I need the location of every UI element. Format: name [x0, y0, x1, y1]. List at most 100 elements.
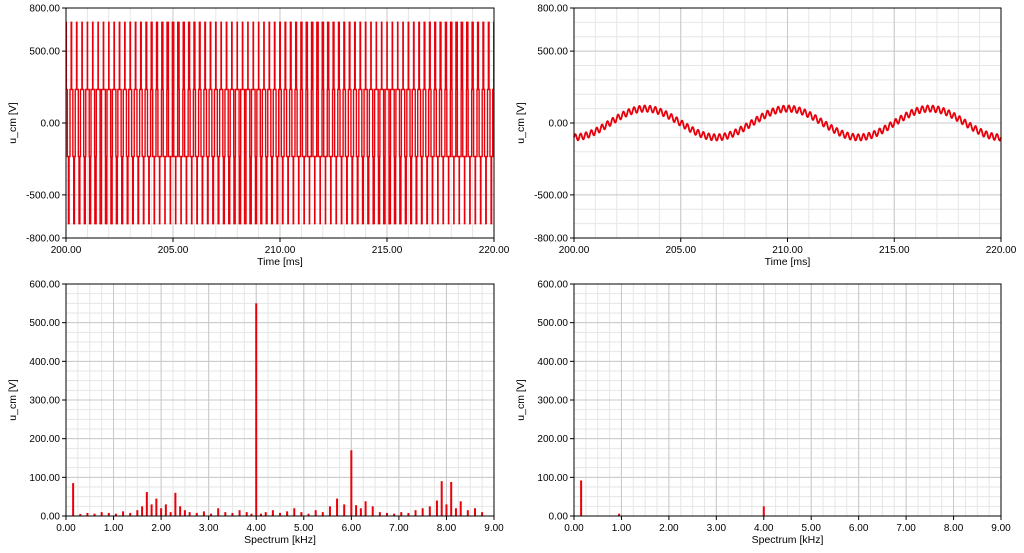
- spectrum-bar: [445, 504, 448, 516]
- spectrum-bar: [188, 512, 191, 516]
- y-tick-label: 600.00: [537, 280, 568, 291]
- spectrum-bar: [217, 508, 220, 516]
- spectrum-bar: [136, 510, 139, 516]
- spectrum-bar: [160, 508, 163, 516]
- spectrum-bar: [450, 481, 453, 516]
- spectrum-bar: [224, 512, 227, 516]
- y-tick-label: 800.00: [29, 4, 60, 15]
- spectrum-bar: [364, 501, 367, 516]
- spectrum-bar: [195, 512, 198, 516]
- series-line: [65, 21, 495, 225]
- spectrum-bar: [414, 510, 417, 516]
- x-tick-label: 9.00: [484, 523, 504, 534]
- y-tick-label: -800.00: [534, 234, 568, 245]
- spectrum-bar: [328, 506, 331, 516]
- y-tick-label: 800.00: [537, 4, 568, 15]
- x-axis-label: Time [ms]: [765, 256, 811, 268]
- spectrum-bar: [440, 481, 443, 516]
- spectrum-bar: [250, 513, 253, 516]
- spectrum-bar: [407, 512, 410, 516]
- x-tick-label: 3.00: [707, 523, 727, 534]
- spectrum-bar: [359, 508, 362, 516]
- y-tick-label: 0.00: [41, 512, 61, 523]
- x-tick-label: 0.00: [564, 523, 584, 534]
- y-tick-label: 100.00: [29, 473, 60, 484]
- spectrum-bar: [145, 492, 148, 516]
- spectrum-bar: [164, 504, 167, 516]
- x-tick-label: 5.00: [801, 523, 821, 534]
- x-tick-label: 2.00: [151, 523, 171, 534]
- spectrum-bar: [271, 510, 274, 516]
- y-tick-label: 400.00: [29, 357, 60, 368]
- spectrum-bar: [466, 510, 469, 516]
- x-tick-label: 7.00: [389, 523, 409, 534]
- spectrum-bar: [481, 512, 484, 516]
- x-tick-label: 0.00: [56, 523, 76, 534]
- x-tick-label: 220.00: [479, 245, 510, 256]
- y-tick-label: 200.00: [29, 434, 60, 445]
- spectrum-bar: [314, 510, 317, 516]
- x-axis-label: Time [ms]: [257, 256, 303, 268]
- spectrum-bar: [255, 303, 258, 516]
- y-tick-label: 200.00: [537, 434, 568, 445]
- spectrum-bar: [343, 504, 346, 516]
- spectrum-bar: [238, 510, 241, 516]
- x-tick-label: 205.00: [665, 245, 696, 256]
- x-tick-label: 7.00: [896, 523, 916, 534]
- spectrum-bar: [618, 513, 621, 516]
- x-tick-label: 210.00: [772, 245, 803, 256]
- spectrum-bar: [245, 512, 248, 516]
- spectrum-bar: [454, 508, 457, 516]
- chart-time-right: -800.00 -500.00 0.00 500.00 800.00 200.00 205.…: [515, 4, 1017, 269]
- spectrum-bar: [107, 512, 110, 516]
- spectrum-bar: [179, 506, 182, 516]
- x-tick-label: 5.00: [294, 523, 314, 534]
- spectrum-bar: [210, 513, 213, 516]
- spectrum-bar: [473, 508, 476, 516]
- y-axis-label: u_cm [V]: [515, 379, 527, 421]
- spectrum-bar: [169, 512, 172, 516]
- spectrum-bar: [202, 511, 205, 516]
- spectrum-bar: [79, 514, 82, 516]
- x-tick-label: 8.00: [944, 523, 964, 534]
- spectrum-bar: [86, 512, 89, 516]
- y-tick-label: 500.00: [29, 47, 60, 58]
- y-tick-label: 300.00: [537, 396, 568, 407]
- spectrum-bar: [307, 513, 310, 516]
- spectrum-bar: [321, 512, 324, 516]
- x-tick-label: 200.00: [559, 245, 590, 256]
- spectrum-bar: [114, 513, 117, 516]
- x-axis-label: Spectrum [kHz]: [752, 534, 824, 546]
- spectrum-bar: [371, 506, 374, 516]
- chart-spectrum-left: 0.00 100.00 200.00 300.00 400.00 500.00 600.00…: [7, 280, 504, 547]
- spectrum-bar: [393, 513, 396, 516]
- spectrum-bar: [231, 512, 234, 516]
- series-line: [573, 104, 1002, 142]
- y-tick-label: 0.00: [549, 512, 569, 523]
- spectrum-bar: [350, 450, 353, 516]
- spectrum-bar: [264, 512, 267, 516]
- x-tick-label: 9.00: [991, 523, 1011, 534]
- spectrum-bar: [150, 504, 153, 516]
- x-tick-label: 4.00: [754, 523, 774, 534]
- y-tick-label: -500.00: [26, 190, 60, 201]
- y-axis-label: u_cm [V]: [7, 379, 19, 421]
- spectrum-bar: [293, 508, 296, 516]
- x-tick-label: 4.00: [246, 523, 266, 534]
- chart-time-left: -800.00 -500.00 0.00 500.00 800.00 200.00 205.…: [7, 4, 510, 269]
- x-tick-label: 3.00: [199, 523, 219, 534]
- y-tick-label: 500.00: [29, 318, 60, 329]
- spectrum-bar: [378, 512, 381, 516]
- y-tick-label: 0.00: [549, 119, 569, 130]
- x-tick-label: 210.00: [265, 245, 296, 256]
- y-tick-label: -800.00: [26, 234, 60, 245]
- y-tick-label: 100.00: [537, 473, 568, 484]
- spectrum-bar: [386, 512, 388, 516]
- spectrum-bar: [355, 505, 358, 516]
- x-tick-label: 215.00: [879, 245, 910, 256]
- spectrum-bar: [421, 508, 424, 516]
- x-tick-label: 220.00: [986, 245, 1017, 256]
- y-axis-label: u_cm [V]: [515, 102, 527, 144]
- spectrum-bar: [100, 512, 103, 516]
